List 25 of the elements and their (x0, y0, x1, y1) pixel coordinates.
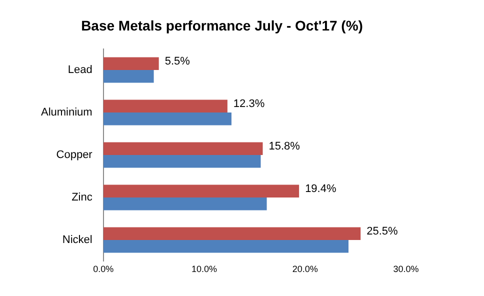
data-label: 5.5% (164, 56, 190, 68)
bar (103, 240, 348, 253)
x-tick-label: 10.0% (191, 264, 217, 274)
bar (103, 142, 263, 155)
x-tick-label: 20.0% (292, 264, 318, 274)
data-label: 25.5% (366, 226, 398, 238)
bar (103, 70, 154, 83)
bar (103, 112, 232, 126)
data-label: 15.8% (268, 140, 300, 153)
y-tick-label: Zinc (72, 192, 93, 204)
chart-title: Base Metals performance July - Oct'17 (%) (81, 17, 363, 34)
bar (103, 57, 159, 70)
data-label: 19.4% (305, 183, 336, 196)
bar (103, 197, 267, 210)
y-tick-label: Nickel (62, 234, 92, 246)
bar (103, 155, 261, 168)
data-label: 12.3% (233, 98, 265, 110)
bar (103, 100, 228, 113)
y-tick-label: Lead (68, 64, 92, 76)
x-tick-label: 0.0% (93, 264, 114, 274)
x-tick-label: 30.0% (393, 264, 419, 274)
y-tick-label: Copper (56, 149, 93, 162)
bar (103, 227, 361, 240)
bar (103, 184, 300, 198)
y-tick-label: Aluminium (40, 106, 92, 119)
